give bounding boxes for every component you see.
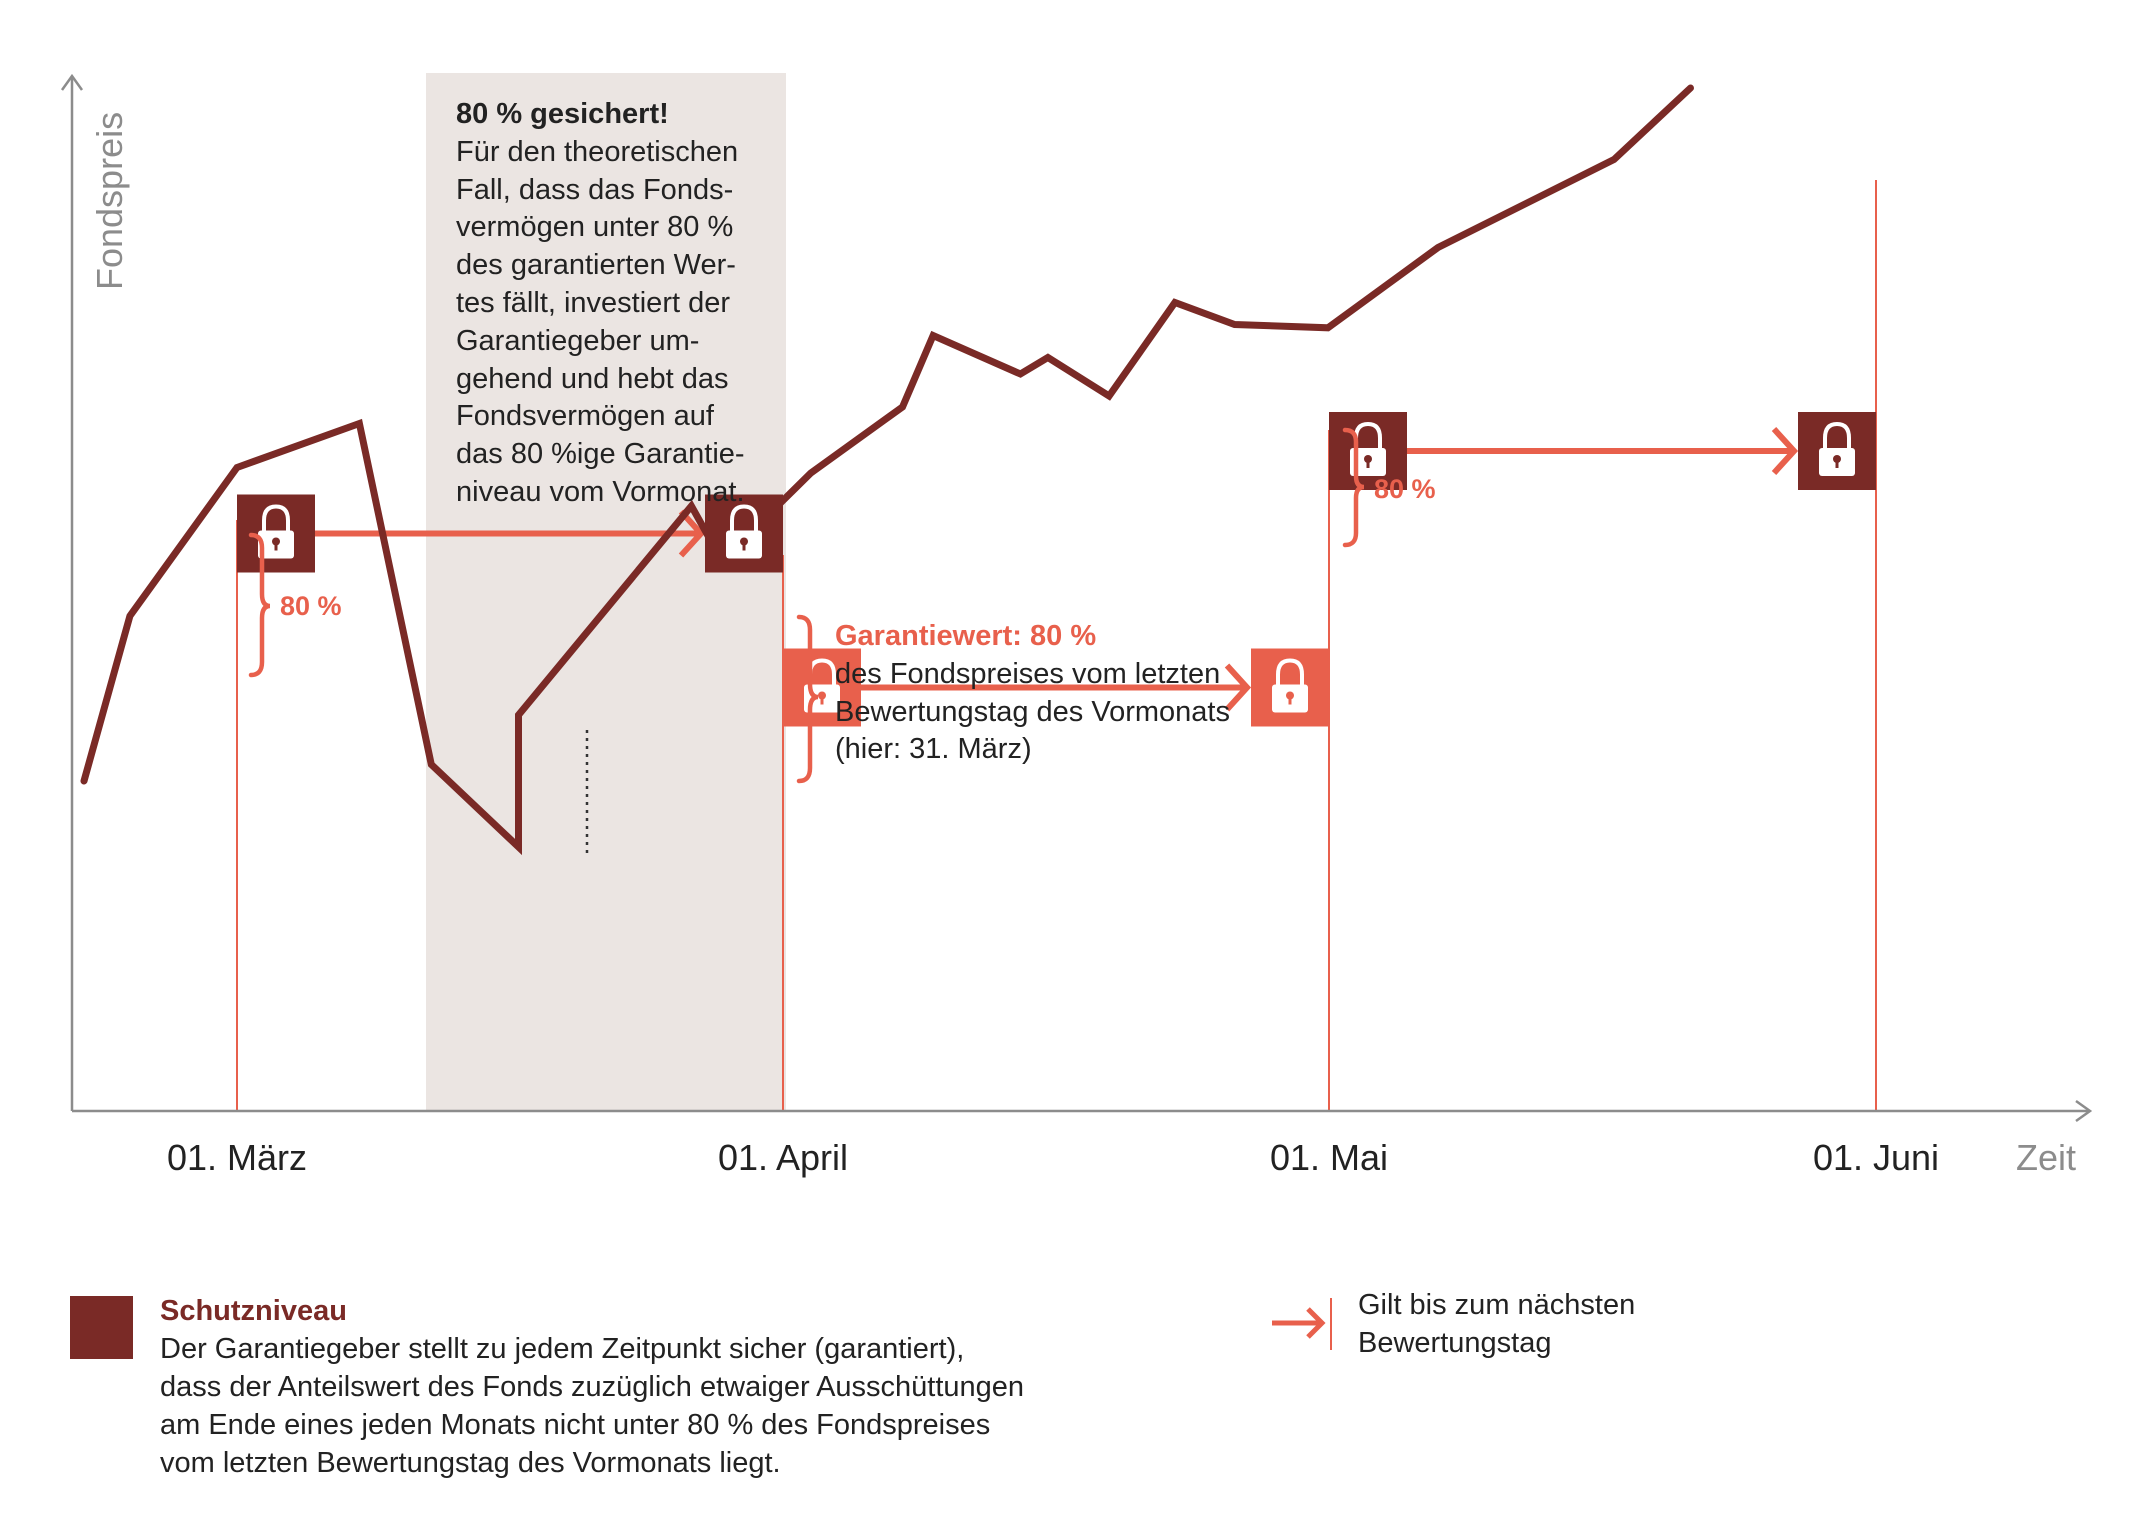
y-axis-label: Fondspreis — [89, 112, 130, 290]
pct-label-march: 80 % — [280, 591, 342, 621]
x-axis-arrow — [2075, 1099, 2093, 1123]
brace-may — [1342, 427, 1365, 548]
x-axis-label: Zeit — [2016, 1137, 2076, 1178]
x-tick-label: 01. April — [718, 1137, 848, 1178]
month-lines — [236, 180, 1877, 1111]
lock-icon — [1798, 412, 1876, 490]
lock-icon — [237, 494, 315, 573]
shaded-region — [426, 73, 786, 1111]
guarantee-note: Garantiewert: 80 % des Fondspreises vom … — [835, 618, 1230, 769]
protection-arrow-head — [1771, 426, 1799, 476]
x-tick-label: 01. März — [167, 1137, 307, 1178]
brace-april — [796, 614, 819, 784]
brace-march — [248, 532, 271, 678]
lock-icon — [1251, 648, 1329, 727]
legend-swatch — [70, 1296, 133, 1359]
protection-arrow-head — [678, 509, 706, 558]
x-tick-labels: 01. März 01. April 01. Mai 01. Juni — [167, 1137, 1939, 1178]
guarantee-text: des Fondspreises vom letzten Bewertungst… — [835, 657, 1230, 766]
lock-icon — [705, 494, 783, 573]
legend-arrow-text: Gilt bis zum nächsten Bewertungstag — [1358, 1289, 1636, 1359]
x-tick-label: 01. Mai — [1270, 1137, 1388, 1178]
legend-protection-text: Der Garantiegeber stellt zu jedem Zeitpu… — [160, 1333, 1025, 1479]
pct-label-may: 80 % — [1374, 474, 1436, 504]
legend-protection-title: Schutzniveau — [160, 1295, 347, 1327]
axes — [60, 73, 2093, 1123]
y-axis-arrow — [60, 73, 84, 91]
braces — [248, 427, 1365, 784]
explanation-title: 80 % gesichert! — [456, 98, 669, 130]
x-tick-label: 01. Juni — [1813, 1137, 1939, 1178]
locks — [237, 412, 1876, 727]
explanation-text: Für den theoretischen Fall, dass das Fon… — [456, 135, 745, 508]
price-line — [80, 84, 1694, 856]
legend-arrow-icon — [1272, 1298, 1332, 1350]
explanation-box: 80 % gesichert! Für den theoretischen Fa… — [456, 96, 776, 512]
lock-icon — [1329, 412, 1407, 490]
legend-protection: Schutzniveau Der Garantiegeber stellt zu… — [160, 1292, 1090, 1482]
guarantee-title: Garantiewert: 80 % — [835, 620, 1097, 652]
protection-arrow-head — [1224, 663, 1252, 712]
